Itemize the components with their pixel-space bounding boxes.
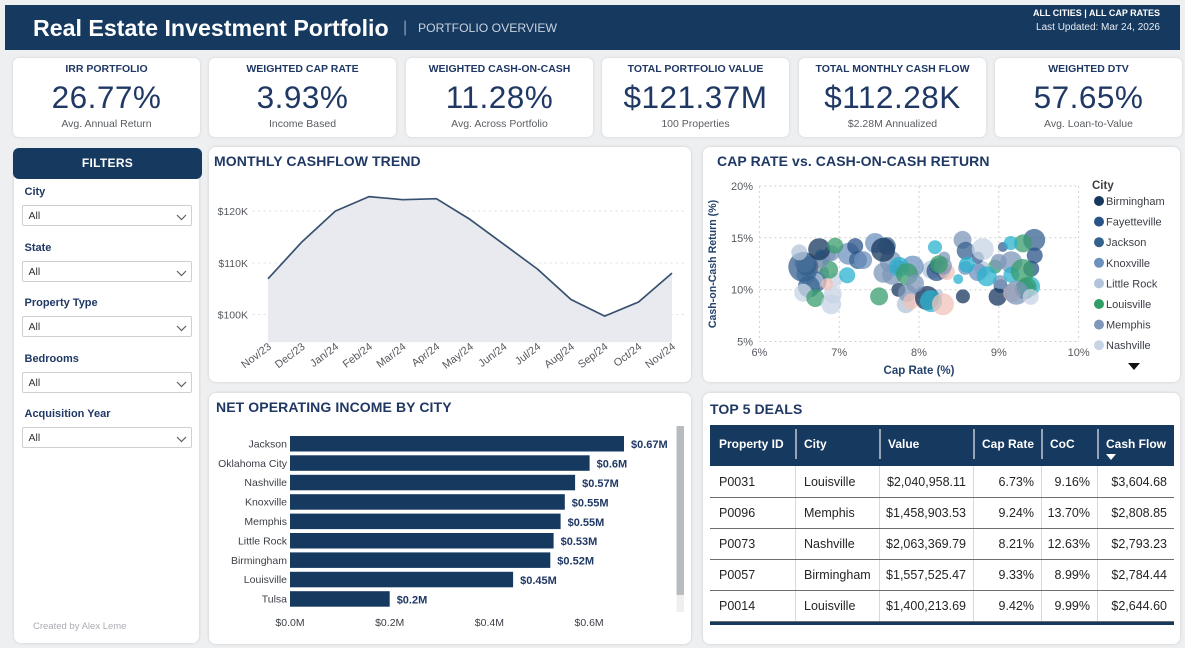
svg-text:Nov/24: Nov/24 xyxy=(643,341,678,371)
svg-text:$0.55M: $0.55M xyxy=(572,497,609,509)
svg-text:$110K: $110K xyxy=(218,258,248,270)
svg-text:Jun/24: Jun/24 xyxy=(476,341,509,370)
svg-text:Louisville: Louisville xyxy=(1106,299,1151,311)
svg-text:10%: 10% xyxy=(1068,347,1090,359)
svg-text:Sep/24: Sep/24 xyxy=(576,341,611,371)
svg-text:Jan/24: Jan/24 xyxy=(308,341,341,370)
svg-text:May/24: May/24 xyxy=(440,341,475,372)
svg-text:$0.52M: $0.52M xyxy=(557,556,594,568)
svg-text:Jackson: Jackson xyxy=(1106,237,1146,249)
svg-text:$0.0M: $0.0M xyxy=(275,617,304,629)
svg-text:10%: 10% xyxy=(731,285,753,297)
svg-text:$0.4M: $0.4M xyxy=(475,617,504,629)
svg-text:$0.2M: $0.2M xyxy=(397,594,428,606)
svg-text:Cap Rate (%): Cap Rate (%) xyxy=(884,365,955,377)
svg-text:Apr/24: Apr/24 xyxy=(410,341,443,370)
svg-text:Knoxville: Knoxville xyxy=(1106,258,1150,270)
svg-text:$0.57M: $0.57M xyxy=(582,478,619,490)
svg-text:Little Rock: Little Rock xyxy=(1106,278,1158,290)
svg-text:Nashville: Nashville xyxy=(244,477,287,489)
svg-text:$0.6M: $0.6M xyxy=(575,617,604,629)
svg-text:Nov/23: Nov/23 xyxy=(239,341,274,371)
svg-text:6%: 6% xyxy=(751,347,767,359)
svg-text:Oklahoma City: Oklahoma City xyxy=(218,458,288,470)
svg-text:Little Rock: Little Rock xyxy=(238,535,288,547)
svg-text:Fayetteville: Fayetteville xyxy=(1106,217,1162,229)
svg-text:20%: 20% xyxy=(731,181,753,193)
svg-text:$120K: $120K xyxy=(218,206,248,218)
svg-text:$0.53M: $0.53M xyxy=(561,536,598,548)
svg-text:Nashville: Nashville xyxy=(1106,340,1151,352)
svg-text:Jackson: Jackson xyxy=(248,438,287,450)
svg-text:7%: 7% xyxy=(831,347,847,359)
svg-text:Birmingham: Birmingham xyxy=(231,555,287,567)
svg-text:Tulsa: Tulsa xyxy=(262,594,287,606)
svg-text:8%: 8% xyxy=(911,347,927,359)
svg-text:Memphis: Memphis xyxy=(1106,320,1151,332)
svg-text:Knoxville: Knoxville xyxy=(245,497,287,509)
svg-text:$0.2M: $0.2M xyxy=(375,617,404,629)
svg-text:$0.6M: $0.6M xyxy=(597,459,628,471)
svg-text:$0.67M: $0.67M xyxy=(631,439,668,451)
svg-text:Birmingham: Birmingham xyxy=(1106,196,1165,208)
svg-text:9%: 9% xyxy=(991,347,1007,359)
svg-text:Aug/24: Aug/24 xyxy=(542,341,577,371)
svg-text:Dec/23: Dec/23 xyxy=(273,341,308,371)
svg-text:Louisville: Louisville xyxy=(244,574,287,586)
svg-text:Memphis: Memphis xyxy=(244,516,287,528)
svg-text:$100K: $100K xyxy=(218,310,248,322)
svg-text:Feb/24: Feb/24 xyxy=(341,341,375,371)
svg-text:$0.55M: $0.55M xyxy=(568,517,605,529)
svg-text:Cash-on-Cash Return (%): Cash-on-Cash Return (%) xyxy=(707,200,719,328)
svg-text:5%: 5% xyxy=(737,337,753,349)
svg-text:15%: 15% xyxy=(731,233,753,245)
svg-text:Oct/24: Oct/24 xyxy=(612,341,645,370)
svg-text:City: City xyxy=(1092,180,1114,192)
svg-text:Mar/24: Mar/24 xyxy=(374,341,408,371)
svg-text:Jul/24: Jul/24 xyxy=(513,341,543,368)
svg-text:$0.45M: $0.45M xyxy=(520,575,557,587)
